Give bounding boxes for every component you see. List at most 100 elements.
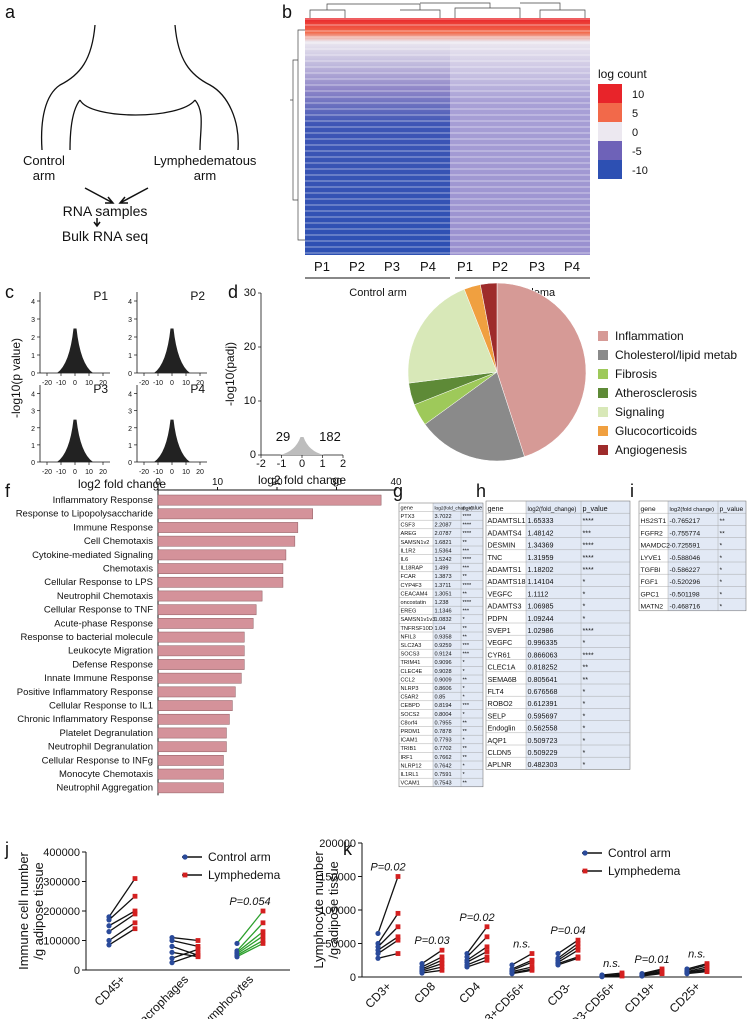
lymphedema-point <box>260 920 266 926</box>
table-cell: VEGFC <box>488 589 513 598</box>
lymphedema-point <box>484 944 490 950</box>
y-tick-label: 30 <box>244 287 256 299</box>
y-tick-label: 100000 <box>319 905 356 917</box>
table-cell: * <box>463 763 466 769</box>
table-cell: 0.595697 <box>528 711 558 720</box>
table-cell: * <box>583 760 586 769</box>
table-header: p_value <box>463 505 483 511</box>
x-tick-label: 10 <box>182 469 190 476</box>
table-header: log2(fold change) <box>670 507 715 513</box>
table-cell: FCAR <box>401 574 416 580</box>
pair-line <box>421 966 443 973</box>
control-point <box>555 950 561 957</box>
pair-line <box>377 912 399 944</box>
pair-line <box>377 926 399 948</box>
column-label: P2 <box>492 259 508 274</box>
table-cell: NLRP3 <box>401 686 419 692</box>
table-cell: 0.562558 <box>528 724 558 733</box>
table-cell: * <box>583 614 586 623</box>
y-tick-label: 400000 <box>43 847 80 859</box>
table-cell: CLDN5 <box>488 748 512 757</box>
label: arm <box>33 168 55 183</box>
table-cell: **** <box>463 523 473 529</box>
table-cell: ADAMTS1 <box>488 565 522 574</box>
table-cell: CYR61 <box>488 650 511 659</box>
control-point <box>375 955 381 961</box>
pair-line <box>466 946 488 961</box>
bar <box>157 755 224 766</box>
bar <box>157 563 284 574</box>
y-tick-label: Chronic Inflammatory Response <box>17 714 153 725</box>
y-tick-label: 0 <box>128 371 132 378</box>
lymphedema-point <box>260 938 266 943</box>
table-cell: 1.65333 <box>528 516 554 525</box>
y-tick-label: Cellular Response to LPS <box>44 577 153 588</box>
panel-label: k <box>343 839 353 859</box>
lymphedema-point <box>260 929 266 935</box>
control-point <box>169 949 175 955</box>
table-cell: 0.85 <box>435 695 446 701</box>
panel-label: a <box>5 2 16 22</box>
table-cell: 0.805641 <box>528 675 558 684</box>
annotation: P=0.01 <box>634 954 669 966</box>
pair-line <box>466 959 488 968</box>
pair-line <box>511 968 533 974</box>
table-cell: ** <box>720 518 726 525</box>
lymphedema-point <box>132 926 138 932</box>
bar <box>157 508 313 520</box>
table-cell: -0.588046 <box>670 555 701 562</box>
table-cell: MAMDC2 <box>641 543 671 550</box>
table-cell: 1.0832 <box>435 617 452 623</box>
panel-label: c <box>5 282 14 302</box>
x-tick-label: CD3+ <box>362 979 394 1011</box>
annotation: n.s. <box>513 939 531 951</box>
table-cell: GPC1 <box>641 591 660 598</box>
column-label: P3 <box>529 259 545 274</box>
table-cell: ** <box>583 675 589 684</box>
table-border <box>638 500 747 612</box>
y-tick-label: 10 <box>244 395 256 407</box>
legend-swatch <box>598 141 622 160</box>
table-cell: 0.7543 <box>435 781 452 787</box>
pie-slice <box>480 282 498 373</box>
pair-line <box>236 910 264 944</box>
y-tick-label: 2 <box>31 335 35 342</box>
x-tick-label: -1 <box>277 458 287 470</box>
x-tick-label: CD3- <box>544 979 574 1009</box>
table-cell: TNC <box>488 553 503 562</box>
table-cell: CLEC4E <box>401 669 423 675</box>
y-tick-label: Platelet Degranulation <box>60 728 153 739</box>
y-axis-label: Lymphocyte number <box>311 851 326 969</box>
lymphedema-point <box>395 951 401 956</box>
label: Control <box>23 153 65 168</box>
column-label: P4 <box>564 259 580 274</box>
pie-slice <box>424 371 525 462</box>
annotation: P=0.054 <box>229 896 270 908</box>
x-tick-label: 10 <box>85 469 93 476</box>
table-cell: 1.1112 <box>528 589 549 598</box>
table-cell: -0.501198 <box>670 591 700 598</box>
table-cell: 0.9124 <box>435 652 452 658</box>
table-cell: PTX3 <box>401 514 415 520</box>
legend-marker <box>582 850 588 856</box>
x-tick-label: 2 <box>340 458 346 470</box>
y-tick-label: 0 <box>31 460 35 467</box>
x-tick-label: 20 <box>99 380 107 387</box>
bar <box>157 713 230 725</box>
lymphedema-point <box>132 893 138 899</box>
y-tick-label: 1 <box>31 443 35 450</box>
lymphedema-point <box>484 957 490 963</box>
label: Lymphedematous <box>154 153 257 168</box>
y-tick-label: Response to bacterial molecule <box>20 632 153 643</box>
table-cell: 1.09244 <box>528 614 554 623</box>
bar <box>157 782 224 794</box>
pair-line <box>421 959 443 970</box>
pair-line <box>557 946 579 961</box>
y-tick-label: 150000 <box>319 872 356 884</box>
table-cell: TRIM41 <box>401 660 421 666</box>
x-tick-label: 0 <box>73 380 77 387</box>
y-axis-label: -log10(p value) <box>9 338 23 418</box>
column-label: P4 <box>420 259 436 274</box>
